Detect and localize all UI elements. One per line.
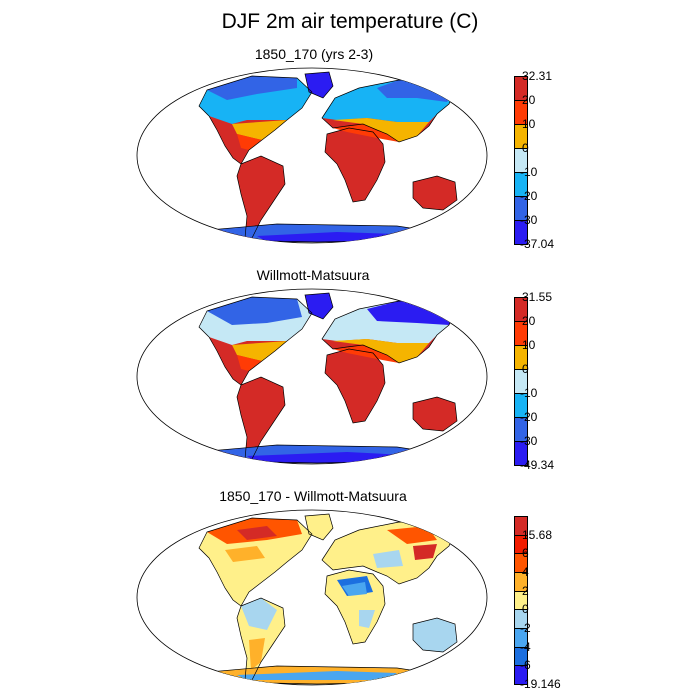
colorbar-label: 20 — [522, 314, 536, 328]
colorbar-label: 0 — [522, 602, 529, 617]
colorbar-label: 32.31 — [522, 69, 553, 83]
colorbar-label: -20 — [520, 410, 538, 424]
colorbar-label: -10 — [520, 165, 538, 179]
colorbar-swatch — [514, 297, 528, 322]
colorbar-swatch — [514, 76, 528, 101]
panel-title-obs: Willmott-Matsuura — [256, 267, 370, 283]
colorbar-diff: -19.146 -6 -4 -2 0 2 4 6 15.68 — [514, 516, 561, 690]
colorbar-label: 15.68 — [522, 527, 553, 542]
colorbar-label: -2 — [520, 621, 531, 635]
colorbar-label: -49.34 — [520, 458, 555, 472]
colorbar-label: -4 — [520, 639, 531, 654]
colorbar-label: -6 — [520, 658, 531, 673]
colorbar-label: -30 — [520, 434, 538, 448]
colorbar-obs: -49.34 -30 -20 -10 0 10 20 31.55 — [514, 291, 554, 471]
colorbar-label: 10 — [522, 117, 536, 131]
colorbar-label: -37.04 — [520, 237, 555, 251]
colorbar-label: 0 — [522, 362, 529, 376]
map-panel-diff — [136, 509, 488, 686]
colorbar-label: -30 — [520, 213, 538, 227]
panel-title-model: 1850_170 (yrs 2-3) — [254, 46, 374, 62]
map-panel-obs — [136, 288, 488, 465]
panel-title-diff: 1850_170 - Willmott-Matsuura — [219, 488, 407, 504]
colorbar-label: 20 — [522, 93, 536, 107]
colorbar-label: -10 — [520, 386, 538, 400]
colorbar-label: 31.55 — [522, 290, 553, 304]
colorbar-label: 0 — [522, 141, 529, 155]
colorbar-label: 4 — [522, 565, 529, 579]
colorbar-label: -19.146 — [520, 677, 561, 691]
colorbar-model: -37.04 -30 -20 -10 0 10 20 32.31 — [514, 70, 554, 250]
colorbar-label: 6 — [522, 546, 529, 561]
map-panel-model — [136, 67, 488, 244]
colorbar-swatch — [514, 516, 528, 536]
colorbar-label: 2 — [522, 583, 529, 598]
figure-title: DJF 2m air temperature (C) — [221, 10, 479, 33]
colorbar-label: -20 — [520, 189, 538, 203]
colorbar-label: 10 — [522, 338, 536, 352]
